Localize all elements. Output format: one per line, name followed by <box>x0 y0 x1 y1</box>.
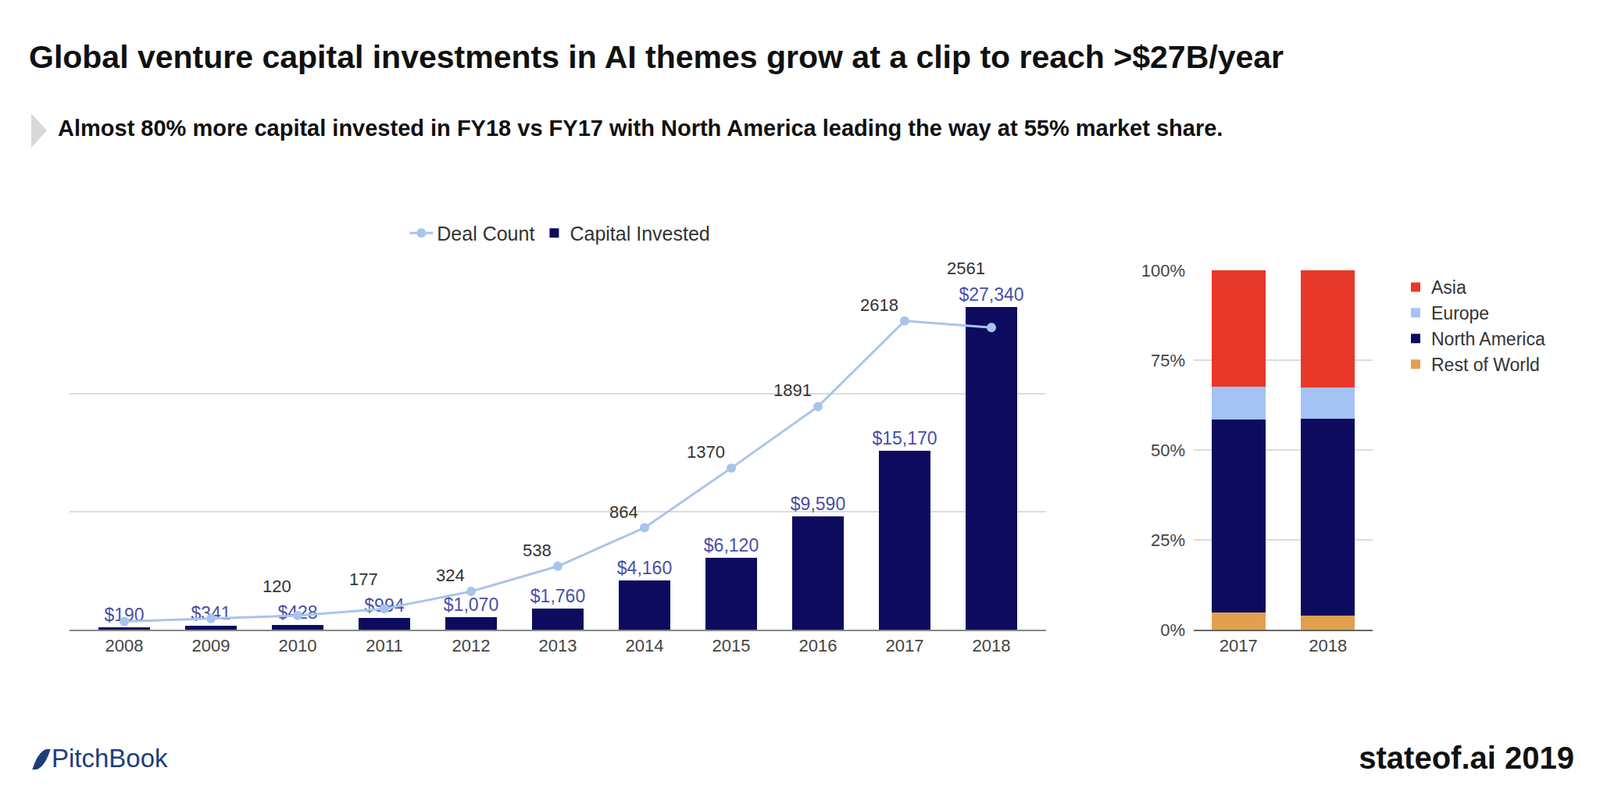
svg-text:$27,340: $27,340 <box>958 284 1024 305</box>
svg-text:2018: 2018 <box>972 635 1011 656</box>
svg-text:100%: 100% <box>1141 260 1186 281</box>
svg-text:$15,170: $15,170 <box>871 428 937 449</box>
svg-text:$341: $341 <box>190 603 231 624</box>
svg-text:$1,070: $1,070 <box>443 594 499 615</box>
svg-text:2018: 2018 <box>1308 635 1347 656</box>
svg-text:75%: 75% <box>1150 350 1186 371</box>
svg-text:$994: $994 <box>364 595 404 616</box>
svg-text:50%: 50% <box>1150 440 1186 461</box>
svg-text:2561: 2561 <box>946 258 986 279</box>
svg-text:2008: 2008 <box>105 635 144 656</box>
html-text:PitchBook: PitchBook <box>51 743 168 773</box>
svg-text:2017: 2017 <box>1219 635 1258 656</box>
svg-text:2011: 2011 <box>365 635 403 656</box>
html-text:Almost 80% more capital invest: Almost 80% more capital invested in FY18… <box>57 115 1223 141</box>
svg-text:$428: $428 <box>277 602 318 623</box>
svg-text:$9,590: $9,590 <box>790 493 846 515</box>
svg-text:$6,120: $6,120 <box>703 535 759 556</box>
svg-text:177: 177 <box>349 569 379 590</box>
svg-text:Asia: Asia <box>1431 277 1467 298</box>
html-text:stateof.ai 2019: stateof.ai 2019 <box>1358 740 1575 775</box>
svg-text:Rest of World: Rest of World <box>1431 354 1540 375</box>
svg-text:$190: $190 <box>103 604 144 625</box>
html-text:Global venture capital investm: Global venture capital investments in AI… <box>28 39 1284 75</box>
svg-text:$1,760: $1,760 <box>530 585 586 607</box>
svg-text:25%: 25% <box>1150 530 1186 550</box>
svg-text:324: 324 <box>435 565 465 586</box>
svg-text:Capital Invested: Capital Invested <box>569 222 710 245</box>
svg-text:North America: North America <box>1431 328 1546 350</box>
svg-text:2012: 2012 <box>452 635 491 656</box>
svg-text:2016: 2016 <box>799 635 838 656</box>
svg-text:$4,160: $4,160 <box>617 557 672 579</box>
svg-text:864: 864 <box>609 502 639 522</box>
svg-text:2013: 2013 <box>539 635 578 656</box>
svg-text:1891: 1891 <box>773 380 812 400</box>
svg-text:0%: 0% <box>1160 620 1186 640</box>
svg-text:2015: 2015 <box>712 635 751 656</box>
svg-text:Europe: Europe <box>1431 303 1490 324</box>
svg-text:2618: 2618 <box>860 295 899 315</box>
svg-text:2009: 2009 <box>192 635 231 656</box>
svg-text:2010: 2010 <box>278 635 318 656</box>
svg-text:1370: 1370 <box>686 442 725 462</box>
svg-text:2017: 2017 <box>885 635 925 656</box>
svg-text:538: 538 <box>522 540 552 561</box>
svg-text:Deal Count: Deal Count <box>436 222 535 245</box>
svg-text:120: 120 <box>262 576 292 597</box>
svg-text:2014: 2014 <box>625 635 665 656</box>
